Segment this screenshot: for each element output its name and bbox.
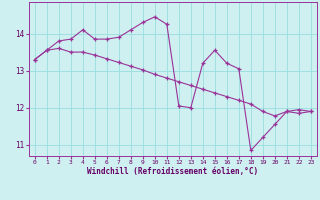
X-axis label: Windchill (Refroidissement éolien,°C): Windchill (Refroidissement éolien,°C) (87, 167, 258, 176)
